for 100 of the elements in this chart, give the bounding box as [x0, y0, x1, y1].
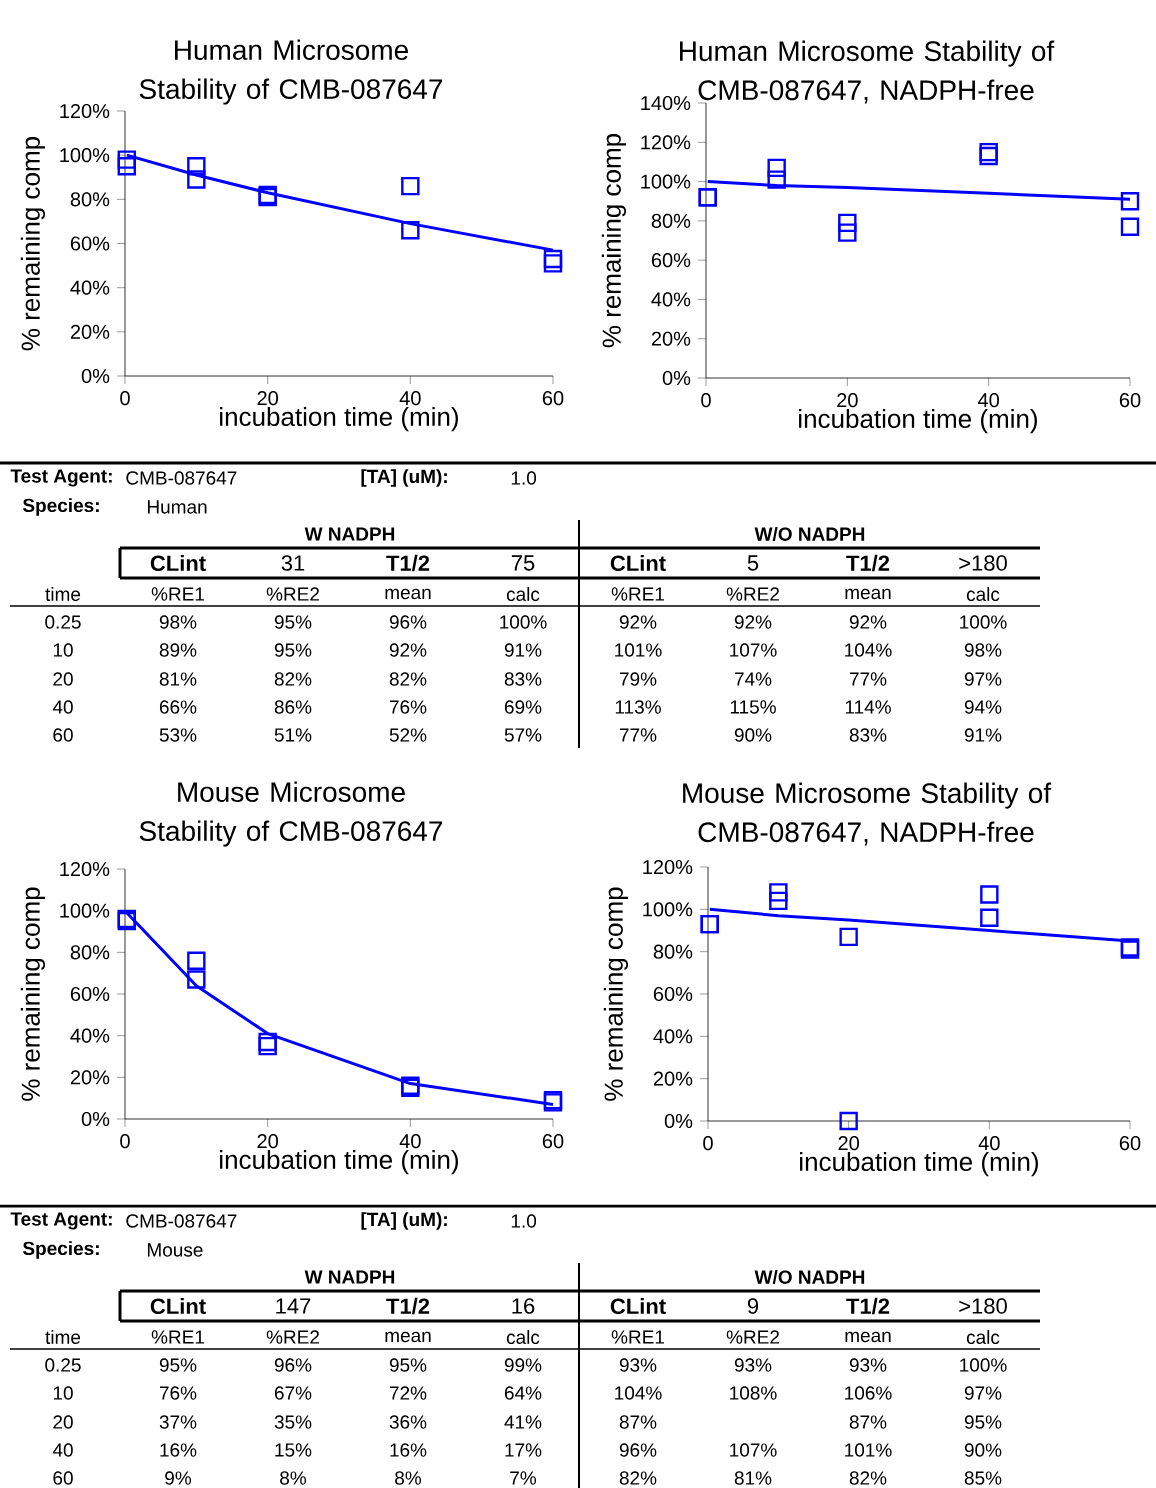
point [980, 885, 999, 904]
text: 97% [964, 1386, 1002, 1400]
text: 104% [845, 643, 892, 657]
x-tick-label: 60 [542, 391, 564, 406]
point [117, 150, 136, 169]
text: 101% [845, 1443, 892, 1457]
text: 16% [160, 1443, 197, 1457]
chart-title: Human Microsome Stability of CMB-087647 [139, 39, 443, 105]
text: CLint [610, 554, 666, 572]
text: 83% [504, 672, 542, 686]
x-tick-label: 40 [978, 1136, 1000, 1151]
text: 8% [280, 1471, 307, 1485]
y-tick-label: 80% [70, 945, 110, 960]
x-axis-title: incubation time (min) [800, 1151, 1038, 1177]
text: mean [845, 1331, 891, 1343]
text: 35% [274, 1415, 312, 1429]
chart-title: Mouse Microsome Stability of CMB-087647 [139, 781, 443, 847]
y-tick-label: 120% [60, 103, 110, 119]
y-tick-label: 20% [653, 1071, 693, 1086]
y-tick-label: 0% [664, 1113, 693, 1129]
text: 81% [159, 672, 197, 686]
x-tick-label: 0 [120, 391, 130, 406]
text: calc [966, 587, 1000, 601]
text: 147 [276, 1298, 311, 1314]
text: 90% [734, 728, 772, 742]
x-tick-label: 60 [542, 1134, 564, 1149]
text: 95% [964, 1415, 1002, 1429]
text: 69% [504, 700, 542, 714]
text: 9% [165, 1471, 192, 1485]
text: 36% [389, 1415, 427, 1429]
point [258, 1036, 277, 1056]
text: 98% [964, 643, 1002, 657]
text: CLint [150, 1297, 206, 1315]
text: T1/2 [846, 1297, 890, 1315]
y-tick-label: 40% [653, 1029, 693, 1044]
point [769, 891, 788, 911]
y-axis-title: % remaining comp [603, 887, 629, 1101]
text: 92% [849, 615, 887, 629]
text: 90% [964, 1443, 1002, 1457]
text: mean [385, 588, 431, 600]
y-tick-label: 0% [662, 370, 691, 386]
point [1120, 192, 1140, 211]
text: CLint [610, 1297, 666, 1315]
text: 95% [274, 615, 312, 629]
text: 96% [274, 1358, 312, 1372]
text: W/O NADPH [754, 1269, 865, 1285]
point [401, 221, 420, 240]
x-tick-label: 20 [837, 393, 858, 408]
y-tick-label: 120% [643, 859, 693, 875]
text: 1.0 [511, 471, 537, 485]
text: 100% [960, 615, 1007, 629]
point [1120, 217, 1140, 236]
text: 82% [274, 672, 312, 686]
text: 95% [389, 1358, 427, 1372]
text: 101% [615, 643, 662, 657]
y-axis-title: % remaining comp [20, 137, 46, 351]
y-tick-label: 80% [651, 213, 691, 228]
text: %RE2 [726, 587, 779, 601]
text: [TA] (uM): [361, 1212, 447, 1230]
y-tick-label: 20% [70, 1070, 110, 1085]
text: 60 [53, 1471, 73, 1485]
point [979, 142, 998, 162]
text: 93% [849, 1358, 887, 1372]
text: 75 [511, 555, 535, 571]
text: 85% [964, 1471, 1002, 1485]
text: 57% [504, 728, 542, 742]
text: 5 [747, 555, 759, 571]
point [839, 1111, 858, 1131]
text: 82% [849, 1471, 887, 1485]
text: calc [506, 587, 540, 601]
text: 10 [53, 643, 73, 657]
x-tick-label: 40 [399, 1134, 421, 1149]
text: 87% [849, 1415, 887, 1429]
text: 40 [52, 700, 73, 714]
text: [TA] (uM): [361, 469, 447, 487]
x-tick-label: 20 [257, 391, 279, 406]
y-tick-label: 0% [81, 1111, 110, 1127]
text: %RE1 [151, 587, 204, 601]
x-tick-label: 0 [120, 1134, 130, 1149]
text: Test Agent: [10, 1212, 112, 1230]
text: 20 [53, 1415, 73, 1429]
text: 77% [849, 672, 887, 686]
point [838, 223, 857, 242]
x-tick-label: 0 [703, 1136, 713, 1151]
y-tick-label: 40% [70, 280, 110, 295]
text: 40 [52, 1443, 73, 1457]
text: 81% [734, 1471, 772, 1485]
y-tick-label: 40% [70, 1028, 110, 1043]
text: 94% [964, 700, 1002, 714]
text: 108% [730, 1386, 777, 1400]
text: 0.25 [45, 1358, 81, 1372]
x-axis-title: incubation time (min) [220, 1149, 458, 1175]
text: calc [506, 1330, 540, 1344]
text: 100% [500, 615, 547, 629]
text: T1/2 [386, 554, 430, 572]
text: 113% [615, 700, 661, 714]
text: 114% [845, 700, 891, 714]
point [187, 157, 206, 176]
text: 10 [53, 1386, 73, 1400]
text: 96% [619, 1443, 657, 1457]
